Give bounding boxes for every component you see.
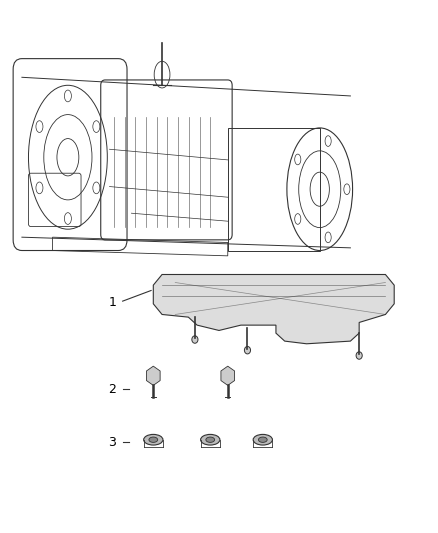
Polygon shape (221, 366, 235, 385)
Polygon shape (146, 366, 160, 385)
Ellipse shape (201, 434, 220, 445)
Ellipse shape (244, 346, 251, 354)
Ellipse shape (144, 434, 163, 445)
Text: 3: 3 (108, 436, 116, 449)
Ellipse shape (253, 434, 272, 445)
Ellipse shape (206, 437, 215, 442)
Ellipse shape (192, 336, 198, 343)
Text: 2: 2 (108, 383, 116, 395)
Ellipse shape (149, 437, 158, 442)
Ellipse shape (356, 352, 362, 359)
Polygon shape (153, 274, 394, 344)
Ellipse shape (258, 437, 267, 442)
Text: 1: 1 (108, 296, 116, 309)
